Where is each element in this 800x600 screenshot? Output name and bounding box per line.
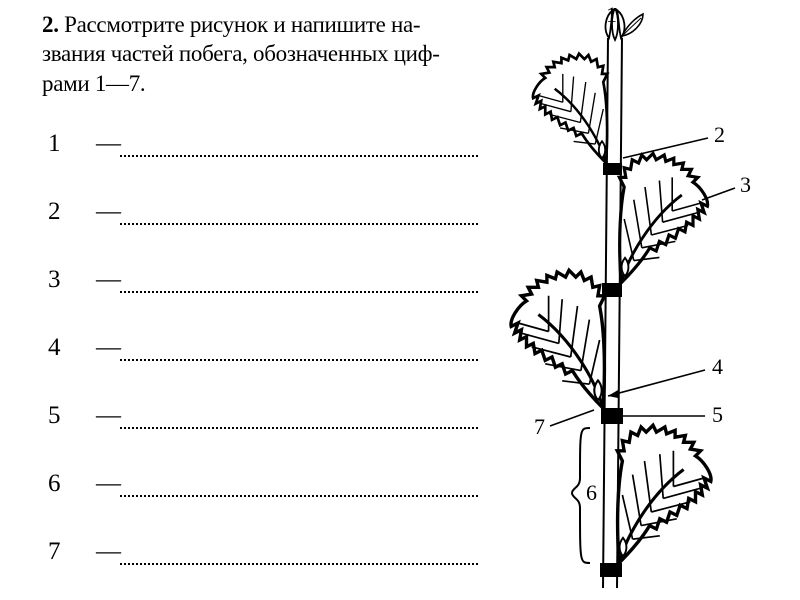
label-5: 5 (712, 402, 723, 428)
question-line-3: рами 1—7. (42, 71, 145, 96)
answer-line[interactable] (120, 495, 478, 497)
answer-number: 5 (48, 402, 96, 430)
answer-number: 4 (48, 334, 96, 362)
answer-dash: — (96, 402, 122, 430)
question-number: 2. (42, 12, 59, 37)
question-line-1: Рассмотрите рисунок и напишите на- (64, 12, 420, 37)
answer-number: 7 (48, 538, 96, 566)
answer-row: 6 — (48, 470, 478, 538)
answer-line[interactable] (120, 155, 478, 157)
question-line-2: звания частей побега, обозначенных циф- (42, 41, 440, 66)
label-2: 2 (714, 122, 725, 148)
answer-line[interactable] (120, 291, 478, 293)
answer-number: 2 (48, 198, 96, 226)
answer-line[interactable] (120, 427, 478, 429)
label-6: 6 (586, 480, 597, 506)
answer-dash: — (96, 470, 122, 498)
answer-number: 6 (48, 470, 96, 498)
answers-list: 1 — 2 — 3 — 4 — 5 — 6 — 7 (48, 130, 478, 600)
answer-row: 1 — (48, 130, 478, 198)
label-7: 7 (534, 414, 545, 440)
answer-number: 1 (48, 130, 96, 158)
answer-row: 3 — (48, 266, 478, 334)
answer-row: 7 — (48, 538, 478, 600)
answer-dash: — (96, 198, 122, 226)
answer-dash: — (96, 266, 122, 294)
answer-line[interactable] (120, 563, 478, 565)
question-block: 2. Рассмотрите рисунок и напишите на- зв… (42, 10, 482, 98)
label-4: 4 (712, 354, 723, 380)
answer-row: 2 — (48, 198, 478, 266)
answer-dash: — (96, 538, 122, 566)
answer-row: 5 — (48, 402, 478, 470)
answer-number: 3 (48, 266, 96, 294)
shoot-svg (490, 8, 790, 588)
label-3: 3 (740, 172, 751, 198)
label-1: 1 (606, 2, 617, 28)
page: 2. Рассмотрите рисунок и напишите на- зв… (0, 0, 800, 600)
shoot-diagram: 1 2 3 4 5 6 7 (490, 8, 790, 588)
answer-line[interactable] (120, 359, 478, 361)
answer-row: 4 — (48, 334, 478, 402)
answer-line[interactable] (120, 223, 478, 225)
answer-dash: — (96, 334, 122, 362)
answer-dash: — (96, 130, 122, 158)
